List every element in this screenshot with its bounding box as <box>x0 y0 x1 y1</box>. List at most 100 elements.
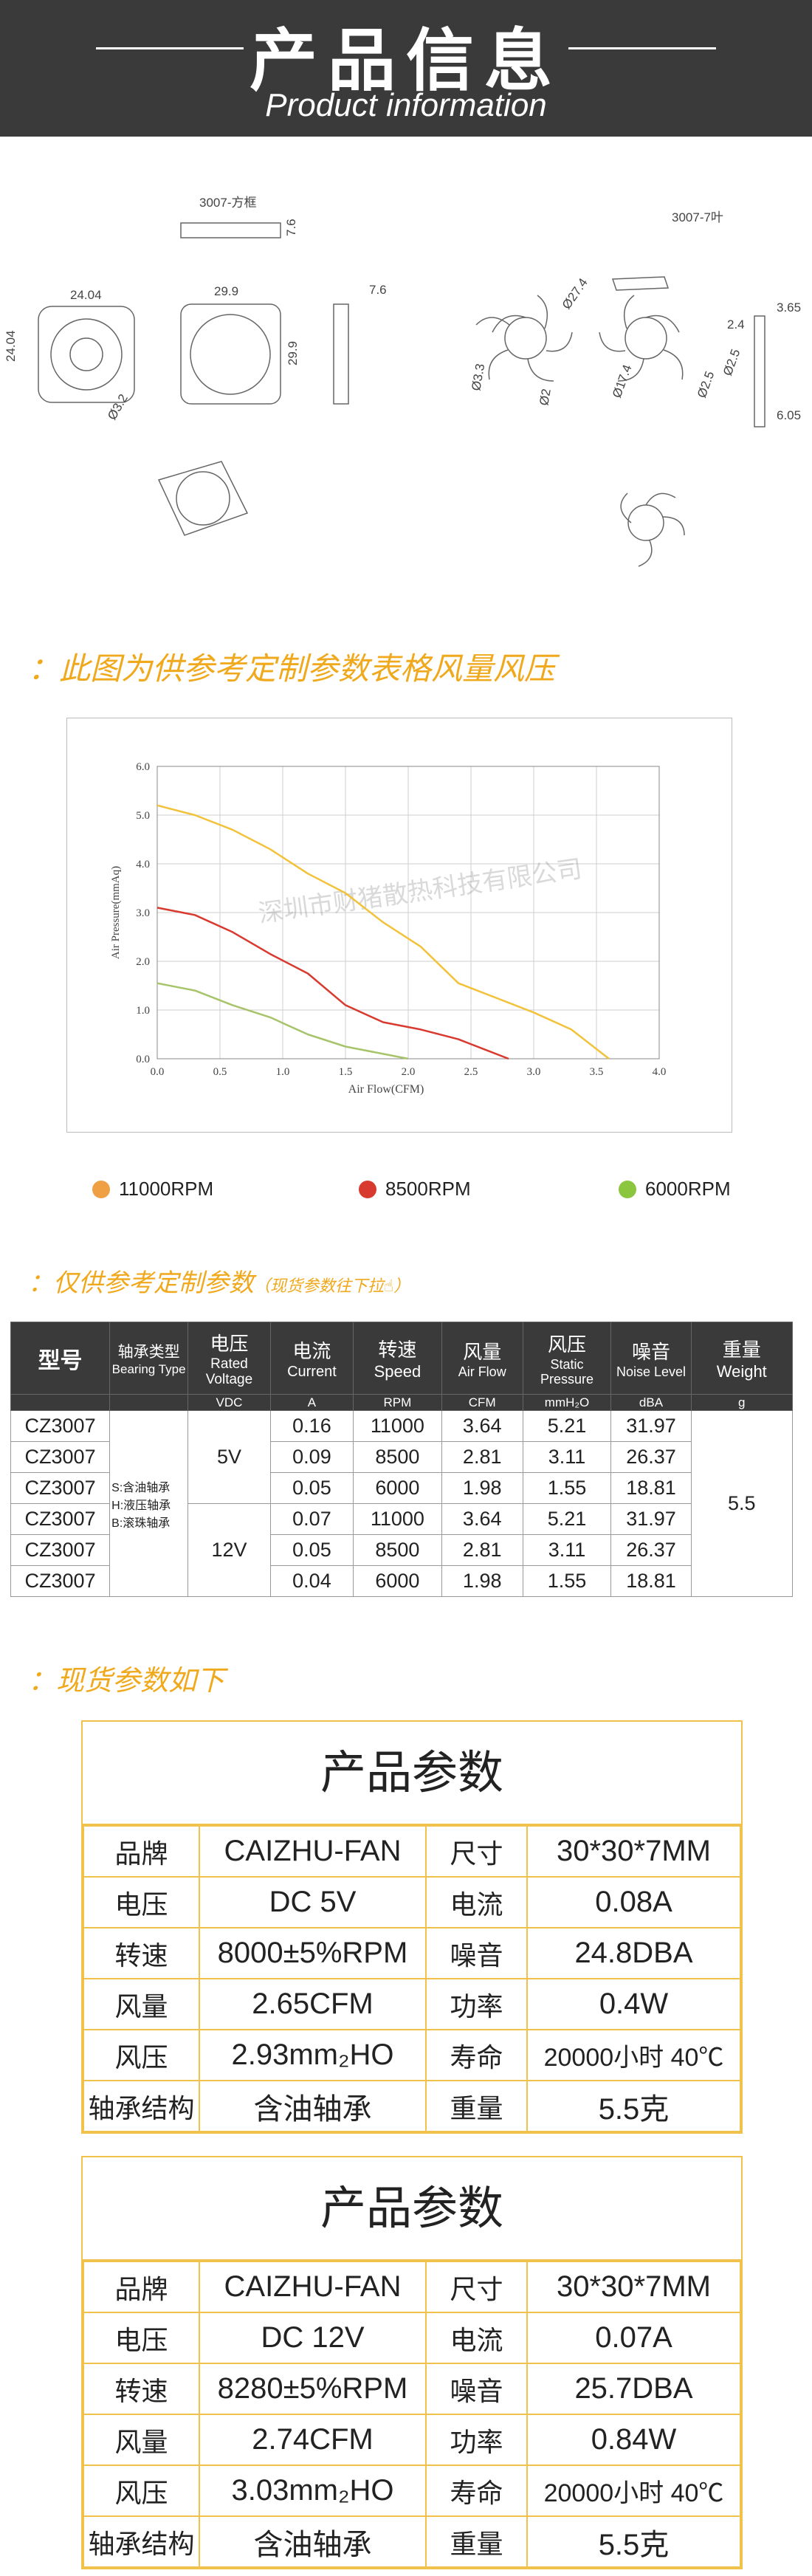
cell-noise: 31.97 <box>610 1410 692 1442</box>
param-key: 电压 <box>83 1876 200 1928</box>
col-weight: 重量 Weight <box>690 1322 794 1395</box>
col-voltage: 电压 Rated Voltage <box>187 1322 271 1395</box>
dim-thickness-top: 7.6 <box>284 219 298 236</box>
col-voltage-cn: 电压 <box>210 1333 249 1355</box>
col-noise-cn: 噪音 <box>631 1341 670 1363</box>
param-row: 轴承结构 含油轴承 重量 5.5克 <box>83 2515 741 2568</box>
unit-voltage: VDC <box>187 1394 271 1411</box>
param-row: 转速 8000±5%RPM 噪音 24.8DBA <box>83 1927 741 1979</box>
spec-table: 型号 轴承类型 Bearing Type 电压 Rated Voltage 电流 Cu… <box>10 1322 794 1597</box>
param-key: 功率 <box>425 2414 528 2466</box>
x-axis-label: Air Flow(CFM) <box>348 1083 424 1096</box>
param-value: DC 12V <box>199 2312 427 2364</box>
unit-pressure: mmH₂O <box>522 1394 612 1411</box>
param-row: 品牌 CAIZHU-FAN 尺寸 30*30*7MM <box>83 2261 741 2313</box>
spec-table-header: 型号 轴承类型 Bearing Type 电压 Rated Voltage 电流 Cu… <box>10 1322 794 1395</box>
bearing-note-b: B:滚珠轴承 <box>111 1517 171 1530</box>
param-value: 0.08A <box>526 1876 741 1928</box>
col-speed: 转速 Speed <box>352 1322 442 1395</box>
cell-speed: 11000 <box>352 1503 442 1535</box>
param-key: 功率 <box>425 1978 528 2030</box>
spec-table-units: VDC A RPM CFM mmH₂O dBA g <box>10 1394 794 1411</box>
param-row: 风压 2.93mm₂HO 寿命 20000小时 40℃ <box>83 2029 741 2081</box>
dim-impeller-hub: Ø3.3 <box>469 363 487 392</box>
param-key: 品牌 <box>83 2261 200 2313</box>
col-flow-cn: 风量 <box>463 1341 502 1363</box>
dim-width-back: 24.04 <box>70 288 102 302</box>
param-value: CAIZHU-FAN <box>199 1825 427 1878</box>
dim-height-back: 24.04 <box>4 330 18 362</box>
legend-dot-11000 <box>92 1180 110 1198</box>
header-left-rule <box>96 47 244 49</box>
cell-pressure: 5.21 <box>522 1410 612 1442</box>
dim-impeller-shaft: Ø2 <box>537 388 554 407</box>
cell-weight: 5.5 <box>690 1410 794 1597</box>
impeller-isometric-view <box>627 504 664 541</box>
param-value: 30*30*7MM <box>526 2261 741 2313</box>
param-value: 24.8DBA <box>526 1927 741 1979</box>
technical-drawing: 3007-方框 3007-7叶 24.04 24.04 29.9 29.9 7.… <box>4 196 801 567</box>
param-key: 寿命 <box>425 2029 528 2081</box>
cell-noise: 18.81 <box>610 1472 692 1504</box>
param-key: 风量 <box>83 2414 200 2466</box>
cell-current: 0.04 <box>269 1565 354 1597</box>
unit-speed: RPM <box>352 1394 442 1411</box>
cell-model: CZ3007 <box>10 1565 111 1597</box>
cell-flow: 3.64 <box>441 1503 523 1535</box>
series-line-11000RPM <box>156 804 610 1059</box>
col-voltage-en: Rated Voltage <box>205 1356 253 1387</box>
param-row: 轴承结构 含油轴承 重量 5.5克 <box>83 2080 741 2132</box>
cell-pressure: 1.55 <box>522 1472 612 1504</box>
chart-watermark: 深圳市财猪散热科技有限公司 <box>257 854 584 929</box>
param-row: 转速 8280±5%RPM 噪音 25.7DBA <box>83 2363 741 2415</box>
table-row: CZ3007 0.04 6000 1.98 1.55 18.81 <box>10 1565 793 1597</box>
cell-voltage-5v: 5V <box>187 1410 271 1504</box>
cell-pressure: 3.11 <box>522 1441 612 1473</box>
legend-item-11000: 11000RPM <box>92 1178 213 1201</box>
param-card-12v: 产品参数 品牌 CAIZHU-FAN 尺寸 30*30*7MM 电压 DC 12V 电流 0… <box>81 2156 743 2569</box>
legend-label-11000: 11000RPM <box>119 1178 214 1200</box>
cell-flow: 1.98 <box>441 1565 523 1597</box>
pq-curve-chart: 0.0 0.5 1.0 1.5 2.0 2.5 3.0 3.5 4.0 0.0 1.0 2.0 3.0 4… <box>110 761 666 1096</box>
header-right-rule <box>568 47 716 49</box>
cell-current: 0.05 <box>269 1534 354 1566</box>
drawing-label-right: 3007-7叶 <box>672 210 723 224</box>
param-key: 品牌 <box>83 1825 200 1878</box>
cell-pressure: 5.21 <box>522 1503 612 1535</box>
param-card-title: 产品参数 <box>83 1722 741 1825</box>
dim-blade-2: 3.65 <box>777 300 801 315</box>
param-key: 电流 <box>425 1876 528 1928</box>
param-row: 品牌 CAIZHU-FAN 尺寸 30*30*7MM <box>83 1825 741 1878</box>
y-tick-label: 6.0 <box>136 761 150 773</box>
param-row: 风压 3.03mm₂HO 寿命 20000小时 40℃ <box>83 2465 741 2517</box>
fan-frame-side-view <box>333 303 349 405</box>
legend-dot-8500 <box>359 1180 376 1198</box>
page-subtitle: Product information <box>265 87 547 123</box>
unit-noise: dBA <box>610 1394 692 1411</box>
cell-pressure: 1.55 <box>522 1565 612 1597</box>
fan-isometric-view <box>157 461 249 536</box>
table-row: CZ3007 0.05 6000 1.98 1.55 18.81 <box>10 1472 793 1504</box>
legend-label-8500: 8500RPM <box>385 1178 471 1200</box>
impeller-rear-view <box>625 317 667 360</box>
cell-model: CZ3007 <box>10 1503 111 1535</box>
bearing-note-s: S:含油轴承 <box>111 1481 171 1494</box>
param-value: 含油轴承 <box>199 2080 427 2132</box>
x-tick-label: 1.0 <box>276 1066 290 1078</box>
param-value: 0.07A <box>526 2312 741 2364</box>
param-key: 风压 <box>83 2029 200 2081</box>
param-value: 8280±5%RPM <box>199 2363 427 2415</box>
x-tick-label: 0.5 <box>213 1066 227 1078</box>
param-key: 寿命 <box>425 2465 528 2517</box>
y-tick-label: 1.0 <box>136 1005 150 1017</box>
param-key: 尺寸 <box>425 1825 528 1878</box>
col-weight-cn: 重量 <box>722 1339 761 1361</box>
col-weight-en: Weight <box>716 1362 767 1381</box>
cell-noise: 31.97 <box>610 1503 692 1535</box>
dim-width-front: 29.9 <box>214 284 238 298</box>
param-value: CAIZHU-FAN <box>199 2261 427 2313</box>
cell-current: 0.09 <box>269 1441 354 1473</box>
unit-current: A <box>269 1394 354 1411</box>
section-spec-title: ：仅供参考定制参数（现货参数往下拉☝） <box>28 1263 410 1299</box>
table-row: CZ3007 S:含油轴承 H:液压轴承 B:滚珠轴承 5V 0.16 11000 … <box>10 1410 794 1597</box>
